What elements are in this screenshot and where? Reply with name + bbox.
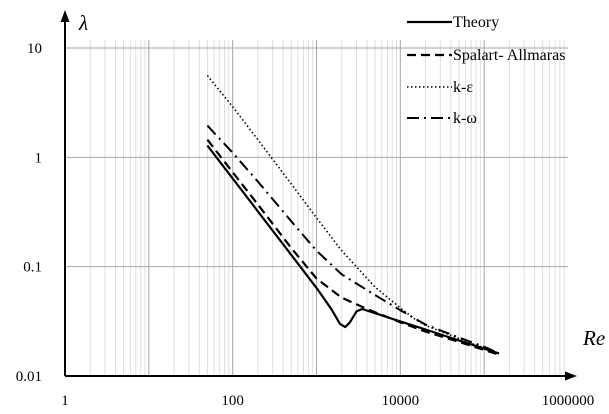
- x-tick-label: 1: [61, 393, 69, 409]
- legend-label-3: k-ε: [453, 79, 473, 96]
- y-tick-label: 0.01: [16, 369, 42, 385]
- legend: Theory Spalart- Allmaras k-ε k-ω: [407, 14, 565, 127]
- legend-label-1: Theory: [453, 14, 499, 31]
- x-axis-label: Re: [582, 326, 605, 350]
- series-line-4: [206, 124, 500, 355]
- series-line-3: [206, 74, 500, 355]
- x-tick-label: 1000000: [542, 393, 595, 409]
- series-line-1: [206, 144, 500, 355]
- legend-label-2: Spalart- Allmaras: [453, 47, 565, 64]
- legend-label-4: k-ω: [453, 110, 477, 127]
- y-axis-label: λ: [78, 11, 88, 35]
- tick-labels: 1 100 10000 1000000 0.01 0.1 1 10: [16, 41, 595, 409]
- x-tick-label: 10000: [382, 393, 420, 409]
- series-line-2: [206, 139, 500, 356]
- axes: [60, 10, 577, 381]
- grid: [65, 40, 568, 376]
- x-axis-arrow: [565, 371, 577, 381]
- x-tick-label: 100: [221, 393, 244, 409]
- y-axis-arrow: [60, 10, 70, 22]
- series-group: [206, 74, 500, 356]
- y-tick-label: 0.1: [23, 260, 42, 276]
- y-tick-label: 10: [27, 41, 42, 57]
- y-tick-label: 1: [35, 150, 43, 166]
